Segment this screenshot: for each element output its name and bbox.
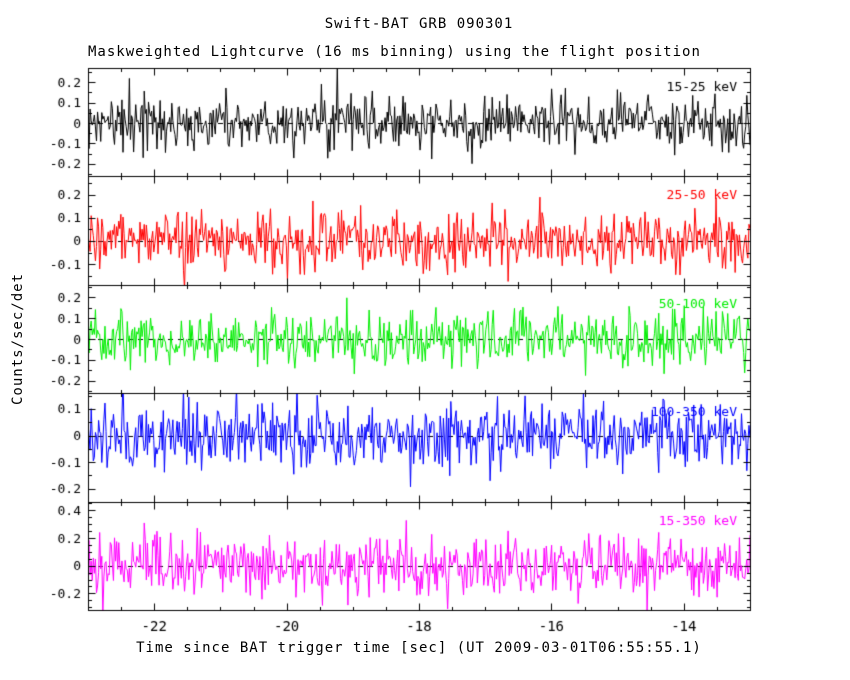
y-axis-label: Counts/sec/det xyxy=(10,272,26,406)
chart-title: Swift-BAT GRB 090301 xyxy=(324,16,514,32)
x-axis-label: Time since BAT trigger time [sec] (UT 20… xyxy=(136,640,702,656)
chart-subtitle: Maskweighted Lightcurve (16 ms binning) … xyxy=(88,44,701,60)
